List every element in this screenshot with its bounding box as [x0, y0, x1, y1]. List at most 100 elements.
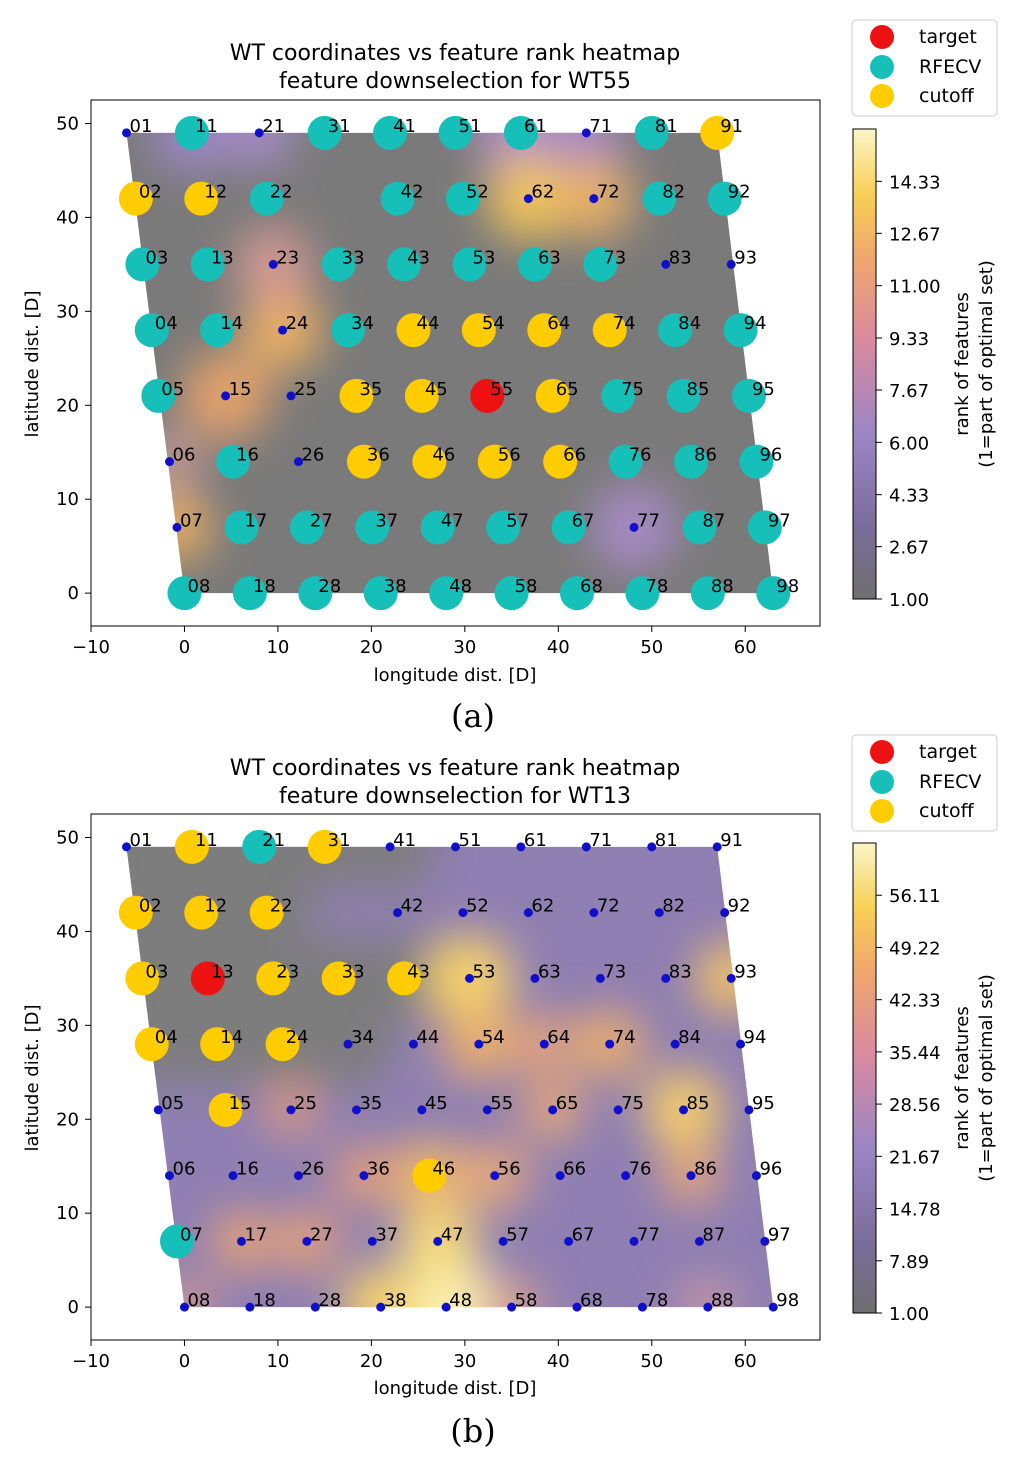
- y-axis-ticks: 0 10 20 30 40 50: [56, 827, 91, 1318]
- turbine-label: 02: [139, 182, 162, 203]
- turbine-label: 53: [473, 247, 496, 268]
- turbine-dot: [228, 1171, 238, 1181]
- x-tick-label: 40: [547, 1351, 570, 1372]
- turbine-label: 11: [195, 116, 218, 137]
- y-axis-label: latitude dist. [D]: [22, 1005, 43, 1152]
- x-tick-label: 60: [734, 1351, 757, 1372]
- colorbar-tick-label: 4.33: [889, 486, 929, 507]
- turbine-label: 86: [694, 1159, 717, 1180]
- turbine-label: 38: [384, 1290, 407, 1311]
- turbine-dot: [581, 128, 591, 138]
- turbine-label: 43: [407, 247, 430, 268]
- turbine-dot: [490, 1171, 500, 1181]
- x-tick-label: 10: [266, 1351, 289, 1372]
- y-tick-label: 20: [56, 1109, 79, 1130]
- rfecv-marker: [249, 181, 284, 216]
- turbine-dot: [165, 457, 175, 467]
- turbine-label: 71: [589, 116, 612, 137]
- turbine-label: 66: [563, 1159, 586, 1180]
- turbine-dot: [712, 842, 722, 852]
- heat-blob: [151, 132, 232, 173]
- legend-target-marker: [870, 740, 894, 764]
- turbine-label: 72: [597, 182, 620, 203]
- turbine-label: 64: [547, 313, 570, 334]
- turbine-label: 54: [482, 1027, 505, 1048]
- turbine-dot: [726, 259, 736, 269]
- turbine-label: 51: [459, 830, 482, 851]
- turbine-label: 35: [359, 379, 382, 400]
- turbine-dot: [165, 1171, 175, 1181]
- colorbar-tick-label: 1.00: [889, 1304, 929, 1325]
- turbine-label: 48: [449, 1290, 472, 1311]
- turbine-dot: [720, 908, 730, 918]
- turbine-label: 26: [301, 445, 324, 466]
- turbine-label: 47: [441, 510, 464, 531]
- turbine-label: 07: [180, 510, 203, 531]
- x-tick-label: 0: [179, 637, 190, 658]
- turbine-dot: [768, 1302, 778, 1312]
- colorbar-label: rank of features: [952, 1006, 973, 1149]
- rfecv-marker: [331, 313, 366, 348]
- turbine-label: 38: [384, 576, 407, 597]
- turbine-label: 56: [498, 445, 521, 466]
- turbine-label: 76: [629, 1159, 652, 1180]
- turbine-label: 55: [490, 379, 513, 400]
- rfecv-marker: [321, 247, 356, 282]
- turbine-dot: [254, 128, 264, 138]
- turbine-dot: [351, 1105, 361, 1115]
- turbine-dot: [516, 842, 526, 852]
- turbine-label: 08: [187, 576, 210, 597]
- turbine-label: 85: [687, 1093, 710, 1114]
- colorbar-tick-label: 6.00: [889, 433, 929, 454]
- rfecv-marker: [642, 181, 677, 216]
- y-tick-label: 30: [56, 1015, 79, 1036]
- turbine-dot: [433, 1236, 443, 1246]
- turbine-label: 11: [195, 830, 218, 851]
- turbine-label: 62: [531, 182, 554, 203]
- turbine-dot: [564, 1236, 574, 1246]
- turbine-label: 14: [220, 1027, 243, 1048]
- turbine-label: 56: [498, 1159, 521, 1180]
- rfecv-marker: [445, 181, 480, 216]
- turbine-label: 28: [318, 576, 341, 597]
- rfecv-marker: [200, 313, 235, 348]
- turbine-dot: [465, 973, 475, 983]
- turbine-label: 94: [744, 1027, 767, 1048]
- cutoff-marker: [477, 444, 512, 479]
- panel-b: WT coordinates vs feature rank heatmap f…: [22, 734, 998, 1450]
- rfecv-marker: [289, 510, 324, 545]
- rfecv-marker: [420, 510, 455, 545]
- turbine-label: 96: [759, 1159, 782, 1180]
- turbine-label: 68: [580, 1290, 603, 1311]
- turbine-dot: [530, 973, 540, 983]
- turbine-label: 75: [621, 379, 644, 400]
- turbine-dot: [408, 1039, 418, 1049]
- turbine-label: 81: [655, 830, 678, 851]
- y-tick-label: 40: [56, 921, 79, 942]
- legend-rfecv-marker: [870, 770, 894, 794]
- colorbar-label-sub: (1=part of optimal set): [976, 260, 997, 468]
- turbine-label: 61: [524, 116, 547, 137]
- turbine-label: 17: [244, 510, 267, 531]
- turbine-label: 61: [524, 830, 547, 851]
- rfecv-marker: [583, 247, 618, 282]
- chart-title: WT coordinates vs feature rank heatmap: [230, 756, 681, 781]
- y-axis-ticks: 0 10 20 30 40 50: [56, 113, 91, 604]
- colorbar-tick-label: 9.33: [889, 329, 929, 350]
- y-tick-label: 10: [56, 1203, 79, 1224]
- turbine-dot: [393, 908, 403, 918]
- cutoff-marker: [412, 1158, 447, 1193]
- cutoff-marker: [535, 378, 570, 413]
- legend-target-label: target: [919, 741, 977, 763]
- legend-cutoff-label: cutoff: [919, 85, 975, 107]
- turbine-label: 71: [589, 830, 612, 851]
- colorbar-tick-label: 12.67: [889, 224, 941, 245]
- x-tick-label: 30: [453, 637, 476, 658]
- colorbar-tick-label: 7.89: [889, 1252, 929, 1273]
- turbine-dot: [589, 908, 599, 918]
- turbine-dot: [245, 1302, 255, 1312]
- turbine-dot: [172, 522, 182, 532]
- turbine-label: 15: [229, 379, 252, 400]
- colorbar-tick-label: 14.78: [889, 1200, 941, 1221]
- turbine-label: 34: [351, 1027, 374, 1048]
